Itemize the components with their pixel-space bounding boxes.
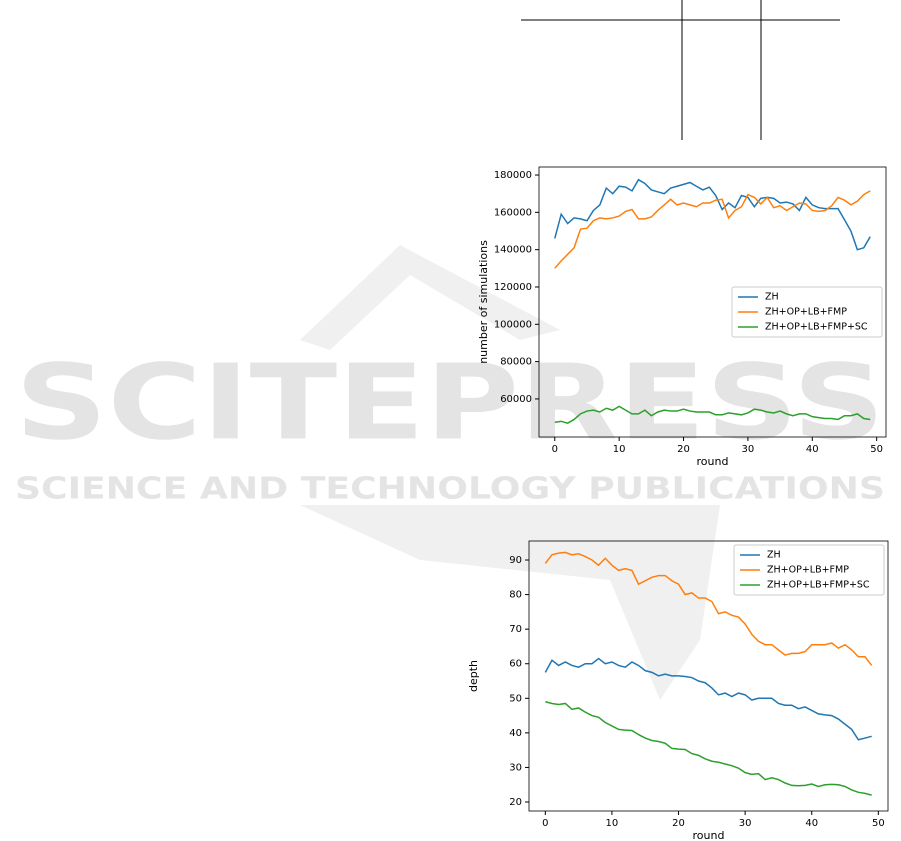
y-axis-label: depth [467,660,480,692]
y-tick-label: 20 [509,797,522,808]
y-tick-label: 160000 [494,207,532,218]
x-tick-label: 20 [672,818,685,829]
y-tick-label: 70 [509,624,522,635]
plot-frame [538,166,887,438]
legend-box [733,544,885,596]
x-tick-label: 10 [613,444,626,455]
x-tick-label: 30 [739,818,752,829]
x-axis-label: round [693,829,725,841]
x-tick-label: 10 [606,818,619,829]
y-tick-label: 120000 [494,282,532,293]
x-tick-label: 50 [870,444,883,455]
legend-label: ZH [767,550,781,561]
watermark-subtitle: SCIENCE AND TECHNOLOGY PUBLICATIONS [15,472,885,507]
x-axis-label: round [697,455,729,468]
legend-label: ZH+OP+LB+FMP+SC [767,580,870,591]
y-tick-label: 60000 [500,394,532,405]
y-tick-label: 80000 [500,357,532,368]
legend-box [731,286,883,338]
y-tick-label: 90 [509,555,522,566]
series-line [544,657,872,741]
legend-label: ZH+OP+LB+FMP+SC [765,322,868,333]
y-tick-label: 100000 [494,319,532,330]
x-tick-label: 0 [552,444,558,455]
series-line [545,701,872,796]
y-tick-label: 80 [509,590,522,601]
legend-label: ZH+OP+LB+FMP [765,307,847,318]
x-tick-label: 40 [805,818,818,829]
y-tick-label: 140000 [494,245,532,256]
watermark-logo [300,245,720,700]
series-line [554,405,871,424]
x-tick-label: 0 [542,818,548,829]
series-line [554,190,871,269]
series-line [544,551,873,666]
y-tick-label: 50 [509,693,522,704]
legend-label: ZH+OP+LB+FMP [767,565,849,576]
x-tick-label: 50 [872,818,885,829]
legend-label: ZH [765,292,779,303]
watermark-title: SCITEPRESS [15,341,885,463]
plot-frame [528,540,889,812]
x-tick-label: 30 [742,444,755,455]
series-line [554,178,871,251]
y-tick-label: 40 [509,728,522,739]
y-tick-label: 180000 [494,170,532,181]
x-tick-label: 40 [806,444,819,455]
y-tick-label: 30 [509,762,522,773]
y-axis-label: number of simulations [477,240,490,364]
x-tick-label: 20 [677,444,690,455]
y-tick-label: 60 [509,659,522,670]
